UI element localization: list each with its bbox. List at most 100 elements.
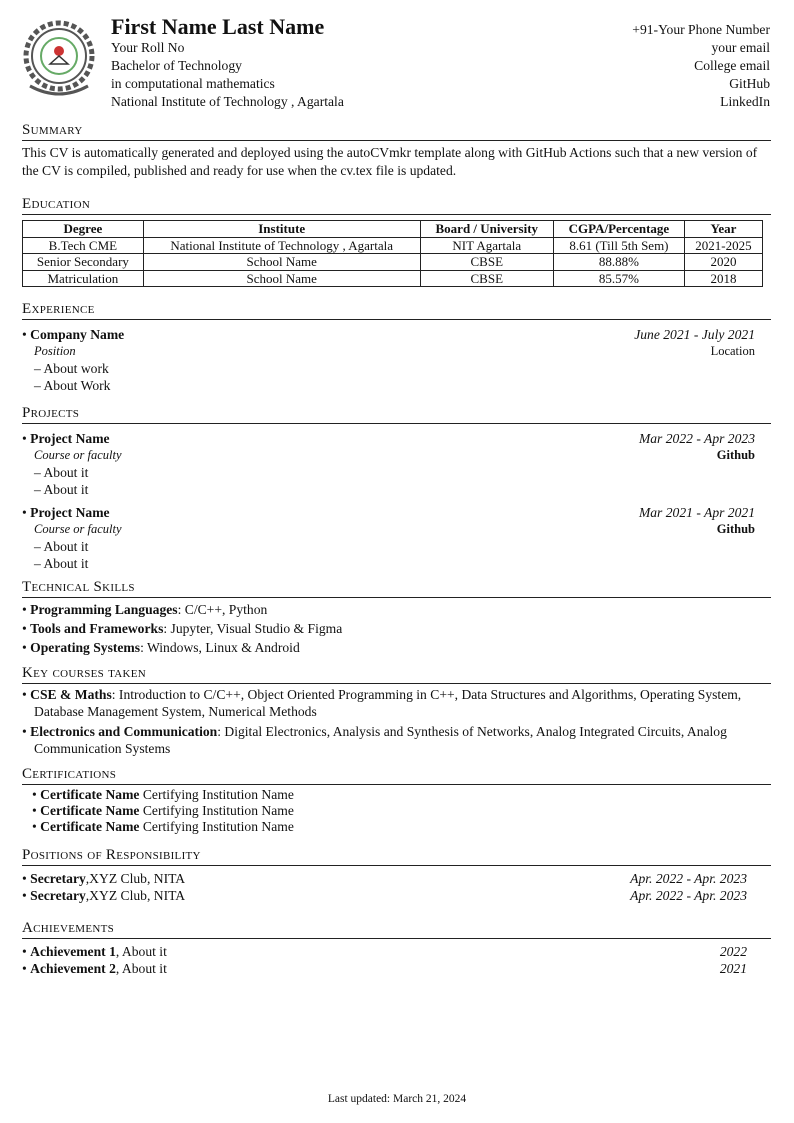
cell: 8.61 (Till 5th Sem) [552,236,685,254]
section-title: Technical Skills [22,579,771,598]
course: Course or faculty [34,522,122,536]
education-table: Degree Institute Board / University CGPA… [22,220,764,287]
linkedin-link[interactable]: LinkedIn [720,94,770,109]
institute: National Institute of Technology , Agart… [111,94,344,109]
skill-label: Operating Systems [30,640,141,655]
skill-label: Tools and Frameworks [30,621,164,636]
cell: 88.88% [552,253,685,271]
cell: 85.57% [552,269,685,287]
cell: Senior Secondary [22,253,144,271]
project-item: • Project Name Mar 2022 - Apr 2023 Course… [22,431,755,497]
specialization: in computational mathematics [111,76,275,91]
bullet-point: About it [43,539,89,554]
skill-label: Programming Languages [30,602,178,617]
skill-text: : C/C++, Python [177,602,268,617]
column-header: Institute [142,220,421,238]
cell: CBSE [419,269,554,287]
email-link[interactable]: your email [711,40,770,55]
cell: Matriculation [22,269,144,287]
date: Apr. 2022 - Apr. 2023 [630,871,747,886]
course-label: Electronics and Communication [30,724,218,739]
section-title: Positions of Responsibility [22,847,771,866]
candidate-name: First Name Last Name [111,14,325,39]
date: June 2021 - July 2021 [634,327,755,342]
header-left-info: Your Roll No Bachelor of Technology in c… [111,39,344,111]
summary-section: Summary This CV is automatically generat… [22,122,771,180]
course: Course or faculty [34,448,122,462]
certificate-item: • Certificate Name Certifying Institutio… [32,787,294,802]
cell: B.Tech CME [22,236,144,254]
summary-text: This CV is automatically generated and d… [22,145,758,178]
section-title: Achievements [22,920,771,939]
column-header: Degree [22,220,144,238]
location: Location [710,344,755,358]
github-link[interactable]: Github [716,448,755,462]
header-contact: +91-Your Phone Number your email College… [632,21,770,111]
date: Apr. 2022 - Apr. 2023 [630,888,747,903]
cell: School Name [142,269,421,287]
achievement-text: , About it [115,961,167,976]
course-item: • CSE & Maths: Introduction to C/C++, Ob… [22,687,742,719]
section-title: Education [22,196,771,215]
skill-item: • Operating Systems: Windows, Linux & An… [22,640,300,655]
institution: Certifying Institution Name [142,787,294,802]
certificate-name: Certificate Name [40,803,140,818]
achievement-item: • Achievement 1, About it 2022 [22,944,747,959]
skill-text: : Windows, Linux & Android [140,640,300,655]
skill-item: • Tools and Frameworks: Jupyter, Visual … [22,621,343,636]
certificate-name: Certificate Name [40,787,140,802]
year: 2021 [719,961,747,976]
column-header: CGPA/Percentage [552,220,685,238]
certificate-item: • Certificate Name Certifying Institutio… [32,819,294,834]
bullet-point: About it [43,556,89,571]
certificate-name: Certificate Name [40,819,140,834]
position: Position [34,344,76,358]
skills-section: Technical Skills • Programming Languages… [22,579,771,657]
certifications-section: Certifications • Certificate Name Certif… [22,766,771,835]
section-title: Projects [22,405,771,424]
achievements-section: Achievements • Achievement 1, About it 20… [22,920,771,977]
achievement-name: Achievement 1 [30,944,116,959]
table-row: B.Tech CME National Institute of Technolo… [22,236,764,254]
project-name: Project Name [30,431,110,446]
column-header: Board / University [419,220,554,238]
table-header-row: Degree Institute Board / University CGPA… [22,220,764,238]
table-row: Senior Secondary School Name CBSE 88.88% 202… [22,253,764,271]
github-link[interactable]: Github [716,522,755,536]
course-text: : Introduction to C/C++, Object Oriented… [34,687,742,719]
certificate-item: • Certificate Name Certifying Institutio… [32,803,294,818]
positions-section: Positions of Responsibility • Secretary,… [22,847,771,904]
cell: 2018 [683,269,764,287]
courses-section: Key courses taken • CSE & Maths: Introdu… [22,665,771,757]
github-link[interactable]: GitHub [729,76,770,91]
project-item: • Project Name Mar 2021 - Apr 2021 Course… [22,505,755,571]
section-title: Experience [22,301,771,320]
column-header: Year [683,220,764,238]
experience-section: Experience • Company Name June 2021 - Jul… [22,301,771,394]
role: Secretary [30,888,86,903]
college-email-link[interactable]: College email [694,58,770,73]
cell: National Institute of Technology , Agart… [142,236,421,254]
year: 2022 [719,944,747,959]
experience-item: • Company Name June 2021 - July 2021 Posi… [22,327,755,393]
project-name: Project Name [30,505,110,520]
role: Secretary [30,871,86,886]
last-updated: Last updated: March 21, 2024 [327,1093,467,1105]
cell: School Name [142,253,421,271]
date: Mar 2021 - Apr 2021 [638,505,755,520]
course-text: : Digital Electronics, Analysis and Synt… [34,724,727,756]
company-name: Company Name [30,327,125,342]
achievement-text: , About it [115,944,167,959]
bullet-point: About Work [43,378,111,393]
bullet-point: About work [43,361,109,376]
institution: Certifying Institution Name [142,803,294,818]
cell: 2020 [683,253,764,271]
projects-section: Projects • Project Name Mar 2022 - Apr 20… [22,405,771,572]
education-section: Education Degree Institute Board / Unive… [22,196,771,287]
achievement-name: Achievement 2 [30,961,116,976]
roll-no: Your Roll No [111,40,185,55]
cell: NIT Agartala [419,236,554,254]
course-label: CSE & Maths [30,687,112,702]
section-title: Key courses taken [22,665,771,684]
skill-item: • Programming Languages: C/C++, Python [22,602,268,617]
